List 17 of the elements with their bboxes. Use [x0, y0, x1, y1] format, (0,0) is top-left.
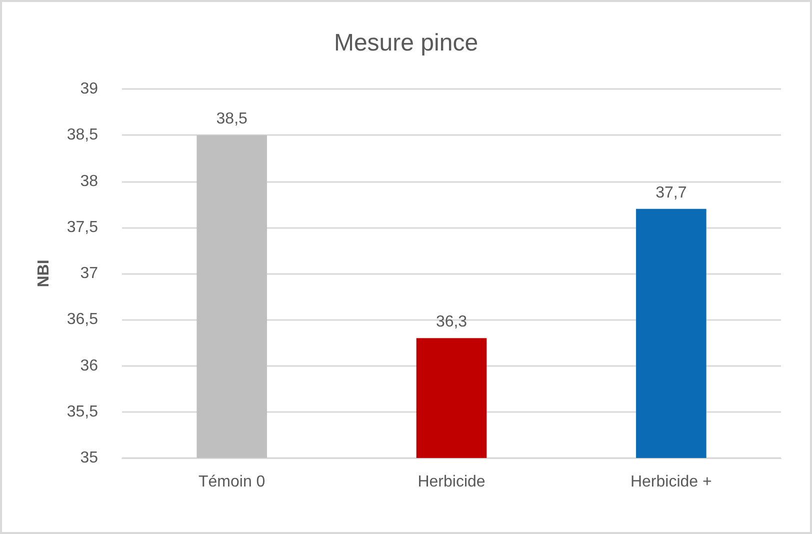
y-tick-label: 37 — [80, 265, 98, 282]
y-tick-label: 38 — [80, 172, 98, 190]
x-tick-label: Herbicide — [418, 474, 486, 490]
chart-title: Mesure pince — [334, 30, 478, 56]
data-label: 36,3 — [436, 314, 468, 331]
data-label: 38,5 — [216, 110, 248, 128]
y-tick-label: 39 — [80, 80, 98, 98]
y-tick-label: 38,5 — [66, 126, 98, 144]
data-label: 37,7 — [656, 184, 687, 202]
x-tick-label: Herbicide + — [630, 474, 712, 490]
y-tick-label: 36 — [80, 357, 98, 374]
y-tick-label: 35,5 — [66, 403, 98, 420]
y-tick-label: 37,5 — [66, 218, 98, 236]
y-axis-title: NBI — [36, 260, 52, 288]
y-tick-label: 36,5 — [66, 311, 98, 328]
x-tick-label: Témoin 0 — [198, 474, 266, 490]
y-tick-label: 35 — [80, 450, 98, 466]
